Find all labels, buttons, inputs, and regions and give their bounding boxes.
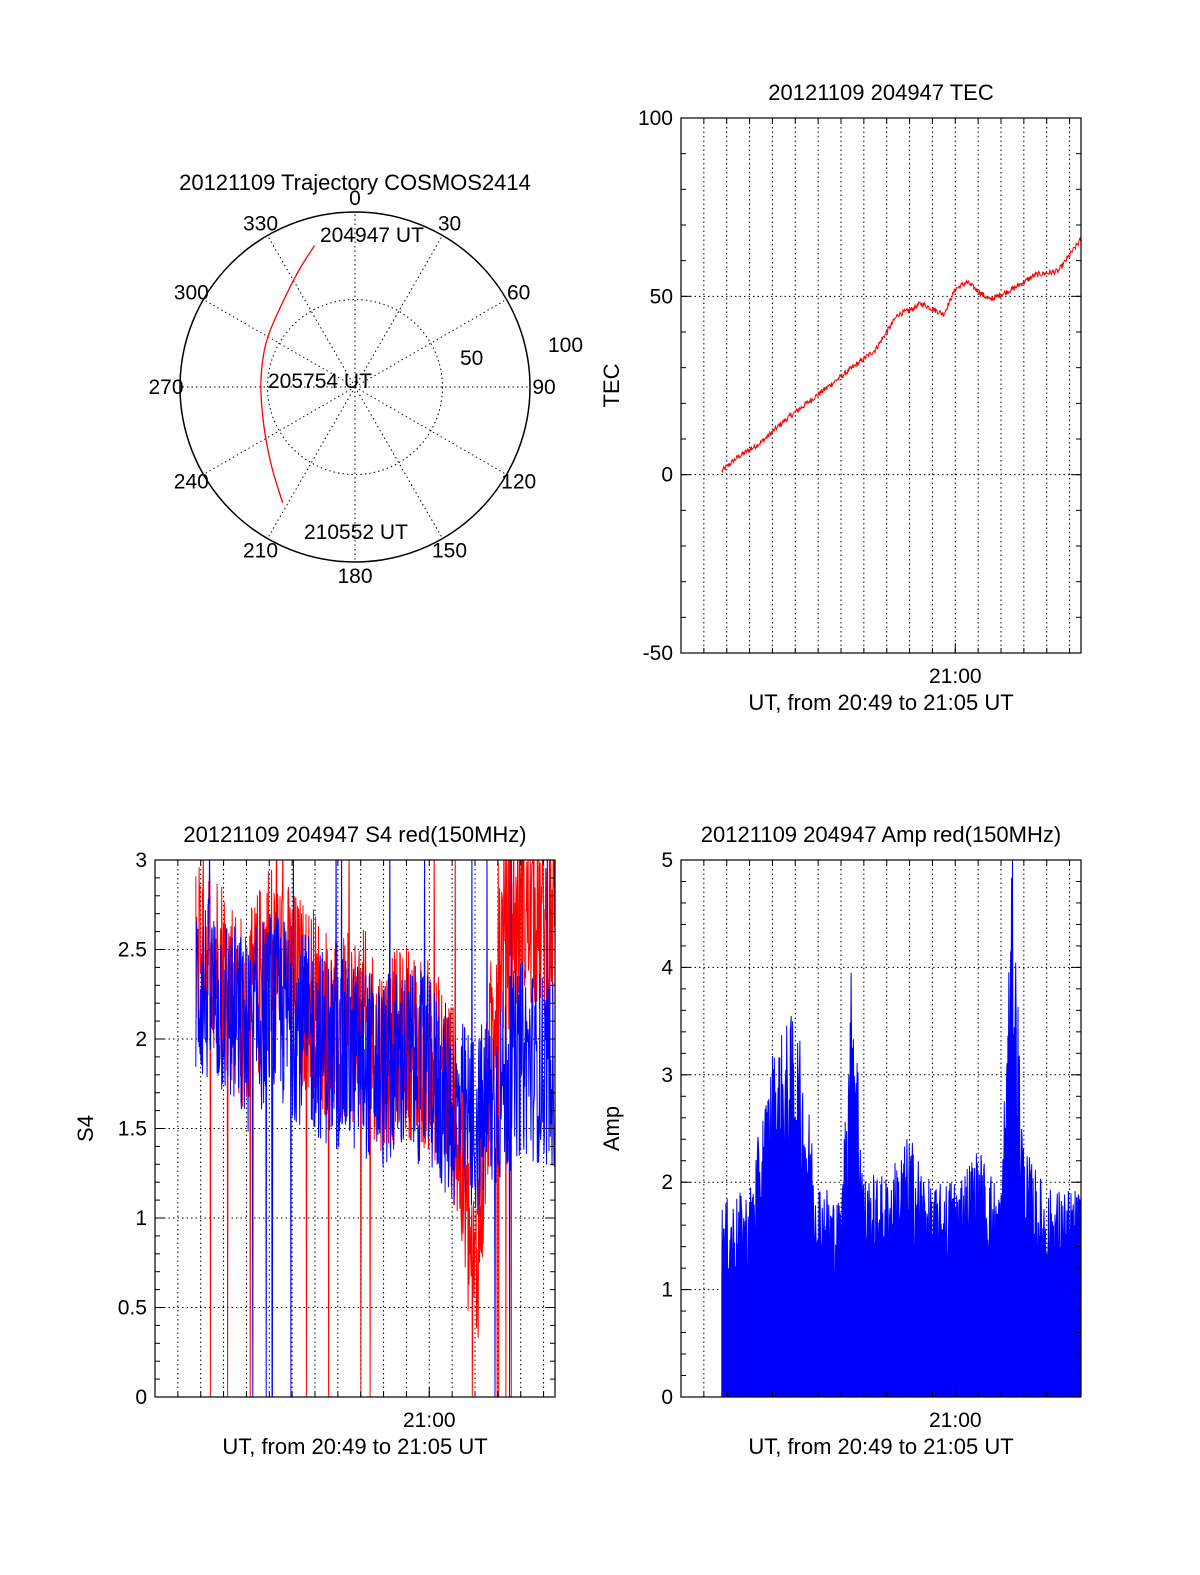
- radial-label-100: 100: [548, 334, 583, 357]
- polar-spoke: [203, 386, 356, 475]
- y-tick-label: 50: [650, 285, 673, 308]
- track-start-label: 204947 UT: [320, 224, 424, 247]
- y-tick-label: 0: [135, 1386, 147, 1409]
- x-tick-label: 21:00: [929, 665, 982, 688]
- y-tick-label: 5: [661, 849, 673, 872]
- amp-xlabel: UT, from 20:49 to 21:05 UT: [748, 1434, 1013, 1459]
- amp-panel: 20121109 204947 Amp red(150MHz) 0 1 2 3 4 5 21:…: [599, 822, 1082, 1459]
- y-tick-label: 0: [661, 464, 673, 487]
- s4-xlabel: UT, from 20:49 to 21:05 UT: [222, 1434, 487, 1459]
- amp-data: [721, 860, 1081, 1397]
- y-tick-label: 3: [135, 849, 147, 872]
- tec-xlabel: UT, from 20:49 to 21:05 UT: [748, 690, 1013, 715]
- azimuth-label: 0: [349, 187, 361, 210]
- y-tick-label: 2: [135, 1028, 147, 1051]
- amp-series-area: [721, 860, 1081, 1397]
- azimuth-label: 60: [507, 282, 530, 305]
- amp-ylabel: Amp: [599, 1106, 624, 1151]
- tec-title: 20121109 204947 TEC: [768, 80, 994, 105]
- azimuth-label: 120: [501, 471, 536, 494]
- azimuth-label: 180: [337, 565, 372, 588]
- azimuth-label: 150: [432, 540, 467, 563]
- track-mid-label: 205754 UT: [268, 370, 372, 393]
- polar-spoke: [267, 386, 356, 539]
- track-end-label: 210552 UT: [304, 521, 408, 544]
- x-tick-label: 21:00: [403, 1409, 456, 1432]
- azimuth-label: 240: [174, 471, 209, 494]
- y-tick-label: 2: [661, 1171, 673, 1194]
- azimuth-label: 90: [532, 376, 555, 399]
- y-tick-label: 1: [661, 1279, 673, 1302]
- tec-ylabel: TEC: [599, 363, 624, 407]
- s4-data: [195, 860, 555, 1397]
- radial-label-50: 50: [460, 347, 483, 370]
- y-tick-label: 0.5: [118, 1297, 147, 1320]
- polar-spoke: [354, 299, 507, 388]
- polar-outer-circle: [179, 211, 531, 563]
- trajectory-title: 20121109 Trajectory COSMOS2414: [179, 170, 531, 195]
- azimuth-label: 330: [243, 212, 278, 235]
- y-tick-label: -50: [643, 642, 673, 665]
- tec-frame: [680, 117, 1082, 654]
- azimuth-label: 300: [174, 282, 209, 305]
- s4-ylabel: S4: [73, 1115, 98, 1142]
- tec-series-line: [721, 236, 1081, 474]
- y-tick-label: 100: [638, 107, 673, 130]
- amp-frame: [680, 859, 1082, 1398]
- polar-grid-circle-50: [267, 299, 443, 475]
- polar-spoke: [354, 235, 443, 388]
- y-tick-label: 1.5: [118, 1118, 147, 1141]
- s4-title: 20121109 204947 S4 red(150MHz): [183, 822, 526, 847]
- y-tick-label: 1: [135, 1207, 147, 1230]
- y-tick-label: 3: [661, 1064, 673, 1087]
- azimuth-label: 210: [243, 540, 278, 563]
- azimuth-label: 30: [438, 212, 461, 235]
- y-tick-label: 0: [661, 1386, 673, 1409]
- satellite-track: [260, 245, 316, 503]
- s4-panel: 20121109 204947 S4 red(150MHz) 0 0.5 1 1.5 2 2…: [73, 822, 556, 1459]
- azimuth-label: 270: [148, 376, 183, 399]
- y-tick-label: 2.5: [118, 939, 147, 962]
- amp-title: 20121109 204947 Amp red(150MHz): [701, 822, 1061, 847]
- s4-blue-series: [195, 860, 555, 1397]
- tec-data: [721, 236, 1081, 474]
- y-tick-label: 4: [661, 956, 673, 979]
- x-tick-label: 21:00: [929, 1409, 982, 1432]
